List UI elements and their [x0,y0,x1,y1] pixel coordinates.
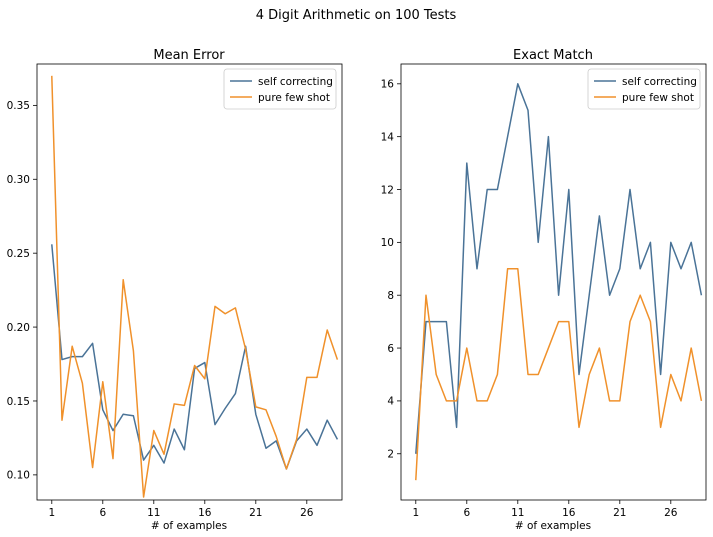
mean-error-legend-box [223,68,337,110]
exact-match-legend: self correcting pure few shot [587,68,701,110]
mean-error-xtick-label: 21 [249,507,262,519]
mean-error-legend-label-pure-few-shot: pure few shot [258,92,330,104]
exact-match-legend-label-self-correcting: self correcting [622,76,697,88]
mean-error-panel: Mean Error 1 6 11 16 21 260.100.150.200.250.3… [7,48,343,532]
exact-match-xtick-label: 26 [664,507,678,519]
mean-error-axes-frame [36,63,343,501]
mean-error-ytick-label: 0.35 [7,100,30,112]
exact-match-xlabel: # of examples [515,520,591,532]
exact-match-xtick-label: 16 [562,507,576,519]
mean-error-xtick-label: 1 [48,507,55,519]
exact-match-xtick-label: 11 [511,507,524,519]
exact-match-legend-box [587,68,701,110]
exact-match-ytick-label: 8 [387,290,394,302]
mean-error-xtick-label: 11 [147,507,160,519]
figure-suptitle: 4 Digit Arithmetic on 100 Tests [256,8,457,23]
exact-match-ytick-label: 2 [387,449,394,461]
exact-match-series-self-correcting-line [415,83,703,454]
exact-match-ytick-label: 6 [387,343,394,355]
exact-match-ytick-label: 4 [387,396,394,408]
exact-match-xtick-label: 21 [613,507,626,519]
exact-match-ytick-label: 12 [381,184,394,196]
exact-match-series-pure-few-shot-line [415,268,703,481]
exact-match-title: Exact Match [513,48,593,63]
mean-error-xtick-label: 16 [198,507,212,519]
exact-match-xtick-label: 1 [412,507,419,519]
exact-match-axes-frame [400,63,707,501]
exact-match-ytick-label: 16 [381,79,395,91]
mean-error-xtick-label: 26 [300,507,314,519]
mean-error-series-pure-few-shot-line [51,75,339,498]
exact-match-ytick-label: 14 [381,131,395,143]
mean-error-ytick-label: 0.10 [7,470,30,482]
mean-error-legend: self correcting pure few shot [223,68,337,110]
mean-error-legend-label-self-correcting: self correcting [258,76,333,88]
mean-error-ytick-label: 0.30 [7,174,30,186]
exact-match-xtick-label: 6 [463,507,470,519]
mean-error-title: Mean Error [153,48,225,63]
mean-error-xtick-label: 6 [99,507,106,519]
mean-error-ytick-label: 0.25 [7,248,30,260]
mean-error-series-self-correcting-line [51,244,339,470]
exact-match-legend-label-pure-few-shot: pure few shot [622,92,694,104]
mean-error-xlabel: # of examples [151,520,227,532]
exact-match-ytick-label: 10 [381,237,394,249]
mean-error-ytick-label: 0.20 [7,322,30,334]
mean-error-ytick-label: 0.15 [7,396,30,408]
